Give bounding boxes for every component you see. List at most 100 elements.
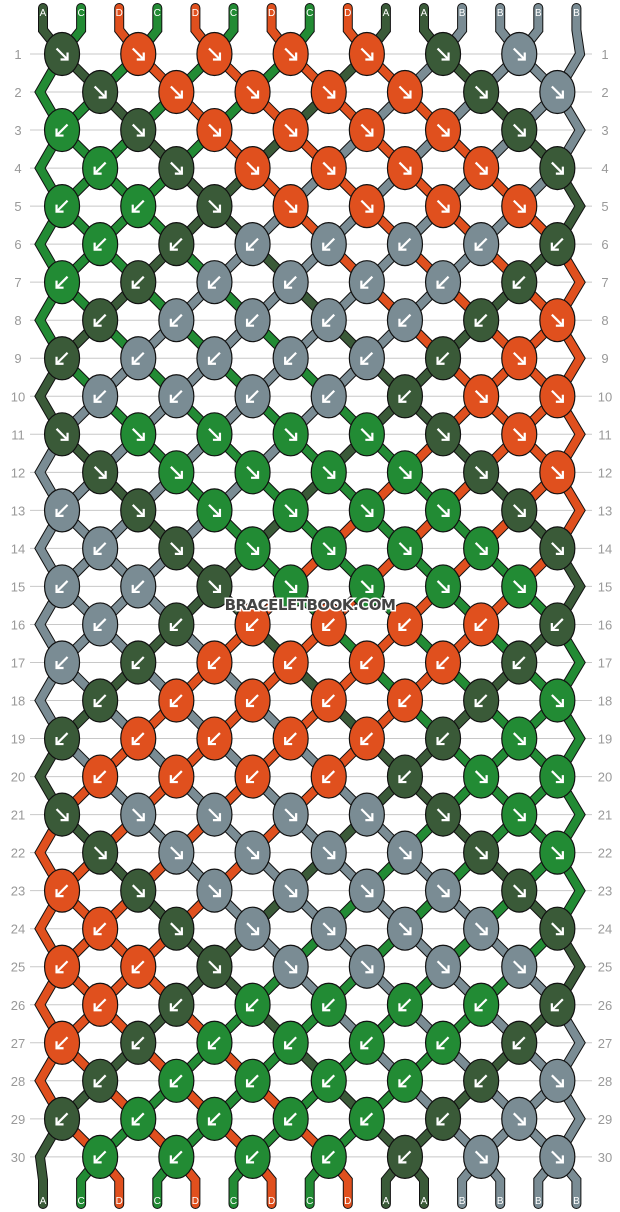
knot[interactable] xyxy=(234,830,271,875)
knot[interactable] xyxy=(463,1134,500,1179)
knot[interactable] xyxy=(539,450,576,495)
knot[interactable] xyxy=(463,754,500,799)
knot[interactable] xyxy=(424,336,462,381)
knot[interactable] xyxy=(501,640,538,685)
knot[interactable] xyxy=(310,602,347,647)
knot[interactable] xyxy=(424,716,462,761)
knot[interactable] xyxy=(272,564,309,609)
knot[interactable] xyxy=(43,1096,81,1141)
knot[interactable] xyxy=(424,1096,462,1141)
knot[interactable] xyxy=(43,107,81,153)
knot[interactable] xyxy=(348,184,385,229)
knot[interactable] xyxy=(539,602,576,647)
knot[interactable] xyxy=(43,336,81,381)
knot[interactable] xyxy=(348,944,385,989)
knot[interactable] xyxy=(386,982,424,1027)
knot[interactable] xyxy=(196,792,233,837)
knot[interactable] xyxy=(386,602,424,647)
knot[interactable] xyxy=(386,754,424,799)
knot[interactable] xyxy=(120,564,157,609)
knot[interactable] xyxy=(196,336,233,381)
knot[interactable] xyxy=(310,222,347,267)
knot[interactable] xyxy=(196,412,233,457)
knot[interactable] xyxy=(234,982,271,1027)
knot[interactable] xyxy=(196,488,233,533)
knot[interactable] xyxy=(348,107,385,153)
knot[interactable] xyxy=(424,868,462,913)
knot[interactable] xyxy=(82,906,119,951)
knot[interactable] xyxy=(43,564,81,609)
knot[interactable] xyxy=(272,640,309,685)
knot[interactable] xyxy=(501,412,538,457)
knot[interactable] xyxy=(120,944,157,989)
knot[interactable] xyxy=(463,450,500,495)
knot[interactable] xyxy=(386,145,424,191)
knot[interactable] xyxy=(386,906,424,951)
knot[interactable] xyxy=(539,374,576,419)
knot[interactable] xyxy=(348,1096,385,1141)
knot[interactable] xyxy=(463,222,500,267)
knot[interactable] xyxy=(272,792,309,837)
knot[interactable] xyxy=(348,792,385,837)
knot[interactable] xyxy=(43,260,81,305)
knot[interactable] xyxy=(310,145,347,191)
knot[interactable] xyxy=(196,260,233,305)
knot[interactable] xyxy=(82,754,119,799)
knot[interactable] xyxy=(424,107,462,153)
knot[interactable] xyxy=(158,222,195,267)
knot[interactable] xyxy=(463,602,500,647)
knot[interactable] xyxy=(386,69,424,115)
knot[interactable] xyxy=(196,564,233,609)
knot[interactable] xyxy=(310,1134,347,1179)
knot[interactable] xyxy=(463,906,500,951)
knot[interactable] xyxy=(158,69,195,115)
knot[interactable] xyxy=(310,754,347,799)
knot[interactable] xyxy=(310,450,347,495)
knot[interactable] xyxy=(234,526,271,571)
knot[interactable] xyxy=(234,450,271,495)
knot[interactable] xyxy=(82,678,119,723)
knot[interactable] xyxy=(120,1096,157,1141)
knot[interactable] xyxy=(310,374,347,419)
knot[interactable] xyxy=(120,412,157,457)
knot[interactable] xyxy=(196,716,233,761)
knot[interactable] xyxy=(120,336,157,381)
knot[interactable] xyxy=(158,906,195,951)
knot[interactable] xyxy=(539,145,576,191)
knot[interactable] xyxy=(120,716,157,761)
knot[interactable] xyxy=(501,868,538,913)
knot[interactable] xyxy=(196,868,233,913)
knot[interactable] xyxy=(539,830,576,875)
knot[interactable] xyxy=(120,184,157,229)
knot[interactable] xyxy=(158,526,195,571)
knot[interactable] xyxy=(539,298,576,343)
knot[interactable] xyxy=(234,69,271,115)
knot[interactable] xyxy=(501,336,538,381)
knot[interactable] xyxy=(120,640,157,685)
knot[interactable] xyxy=(82,526,119,571)
knot[interactable] xyxy=(310,1058,347,1103)
knot[interactable] xyxy=(234,754,271,799)
knot[interactable] xyxy=(310,906,347,951)
knot[interactable] xyxy=(272,184,309,229)
knot[interactable] xyxy=(82,374,119,419)
knot[interactable] xyxy=(272,944,309,989)
knot[interactable] xyxy=(386,298,424,343)
knot[interactable] xyxy=(158,830,195,875)
knot[interactable] xyxy=(196,31,233,77)
knot[interactable] xyxy=(424,1020,462,1065)
knot[interactable] xyxy=(234,1058,271,1103)
knot[interactable] xyxy=(196,184,233,229)
knot[interactable] xyxy=(82,1058,119,1103)
knot[interactable] xyxy=(386,374,424,419)
knot[interactable] xyxy=(234,906,271,951)
knot[interactable] xyxy=(272,1096,309,1141)
knot[interactable] xyxy=(348,336,385,381)
knot[interactable] xyxy=(272,336,309,381)
knot[interactable] xyxy=(120,260,157,305)
knot[interactable] xyxy=(386,450,424,495)
knot[interactable] xyxy=(386,526,424,571)
knot[interactable] xyxy=(539,678,576,723)
knot[interactable] xyxy=(158,450,195,495)
knot[interactable] xyxy=(234,222,271,267)
